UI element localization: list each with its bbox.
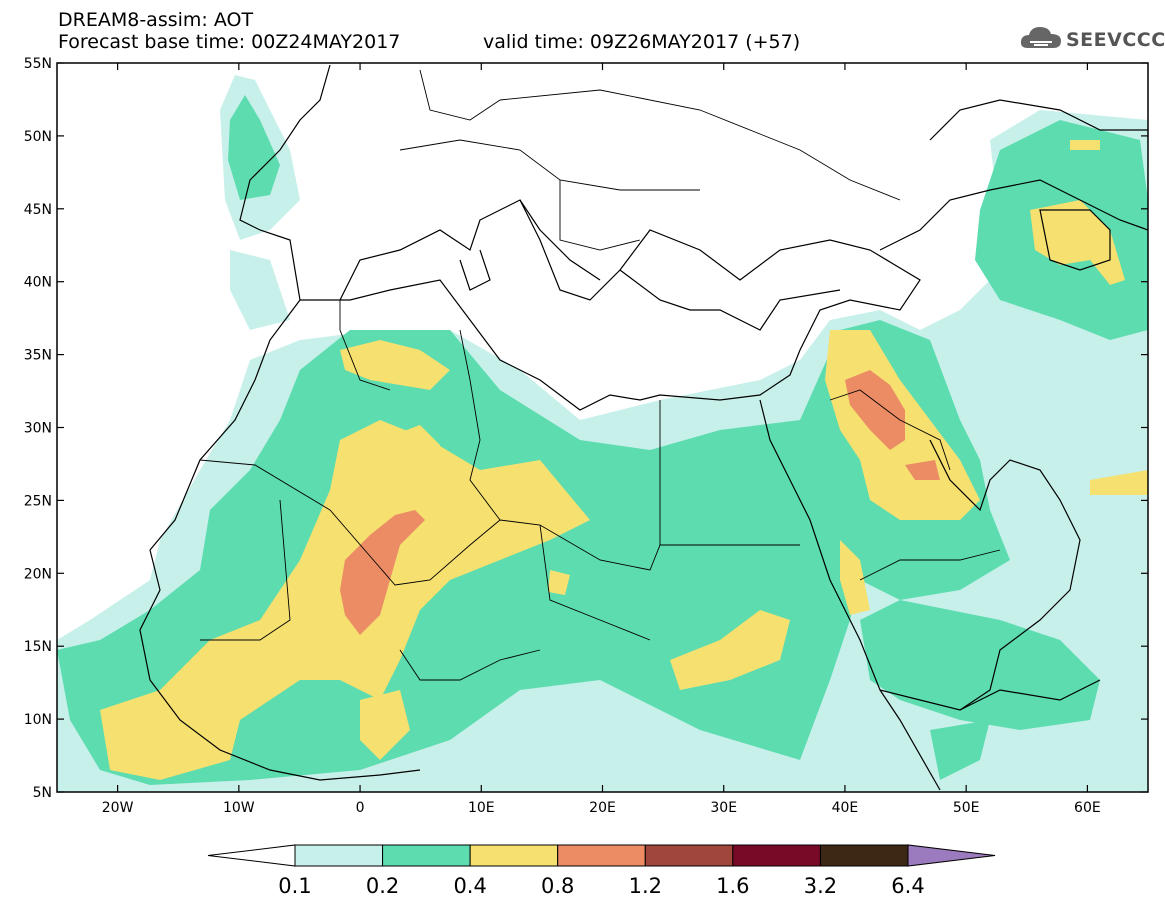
lon-tick-label: 40E (832, 800, 859, 816)
colorbar-low-arrow (207, 844, 296, 867)
colorbar-legend: 0.1 0.2 0.4 0.8 1.2 1.6 3.2 6.4 (207, 844, 996, 898)
lat-tick-label: 15N (24, 639, 52, 655)
colorbar-swatch (732, 844, 821, 867)
lat-tick-label: 35N (24, 348, 52, 364)
lon-tick-label: 20W (102, 800, 134, 816)
colorbar-label: 0.2 (366, 874, 399, 898)
borders (199, 69, 1001, 681)
forecast-base-time: Forecast base time: 00Z24MAY2017 (58, 31, 401, 53)
map-title: DREAM8-assim: AOT (58, 9, 254, 31)
lon-tick-label: 20E (589, 800, 616, 816)
colorbar-swatch (294, 844, 384, 867)
longitude-axis: 20W 10W 0 10E 20E 30E 40E 50E 60E (102, 63, 1101, 816)
lat-tick-label: 40N (24, 275, 52, 291)
lat-tick-label: 10N (24, 712, 52, 728)
colorbar-swatch (382, 844, 471, 867)
colorbar-label: 1.2 (629, 874, 662, 898)
colorbar-high-arrow (907, 844, 996, 867)
colorbar-label: 0.1 (278, 874, 311, 898)
cloud-icon (1020, 27, 1061, 48)
lat-tick-label: 20N (24, 566, 52, 582)
valid-time: valid time: 09Z26MAY2017 (+57) (483, 31, 801, 53)
colorbar-label: 3.2 (804, 874, 837, 898)
lat-tick-label: 25N (24, 493, 52, 509)
colorbar-swatch (469, 844, 559, 867)
colorbar-label: 0.8 (541, 874, 574, 898)
lon-tick-label: 10W (223, 800, 255, 816)
lat-tick-label: 55N (24, 56, 52, 72)
lat-tick-label: 45N (24, 202, 52, 218)
lat-tick-label: 50N (24, 129, 52, 145)
lat-tick-label: 5N (33, 785, 52, 801)
colorbar-label: 6.4 (891, 874, 924, 898)
aot-field (57, 75, 1148, 792)
lon-tick-label: 10E (468, 800, 495, 816)
lon-tick-label: 30E (710, 800, 737, 816)
colorbar-label: 0.4 (453, 874, 486, 898)
latitude-axis: 55N 50N 45N 40N 35N 30N 25N 20N 15N 10N 5N (24, 56, 1148, 801)
colorbar-swatch (644, 844, 734, 867)
colorbar-label: 1.6 (716, 874, 749, 898)
colorbar-swatch (819, 844, 909, 867)
lat-tick-label: 30N (24, 421, 52, 437)
seevccc-logo: SEEVCCC (1018, 22, 1165, 58)
coastlines (139, 64, 1148, 791)
colorbar-swatch (557, 844, 646, 867)
lon-tick-label: 50E (953, 800, 980, 816)
lon-tick-label: 0 (356, 800, 365, 816)
lon-tick-label: 60E (1074, 800, 1101, 816)
logo-text: SEEVCCC (1066, 29, 1165, 51)
